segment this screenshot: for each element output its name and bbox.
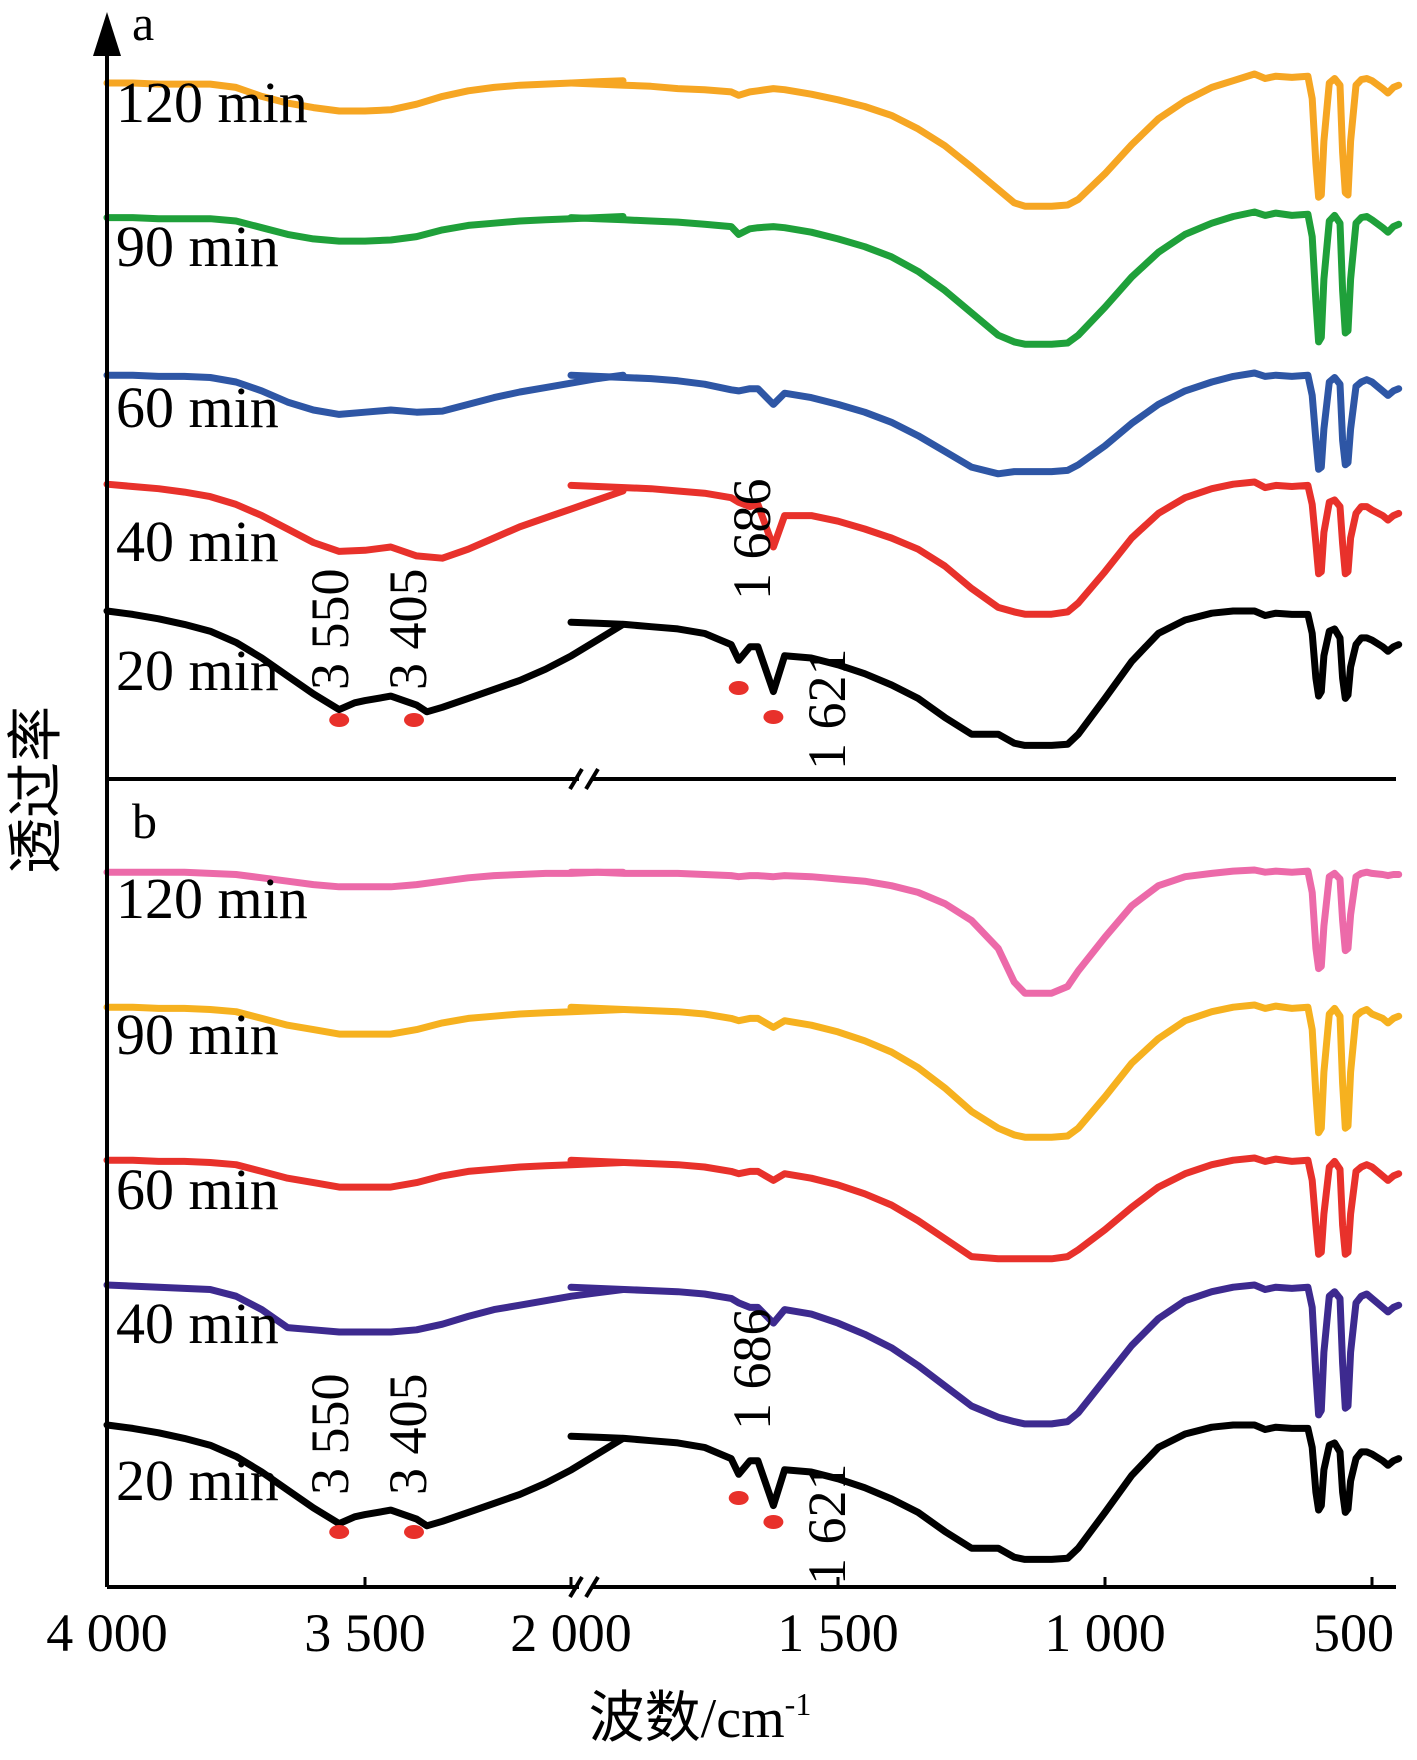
peak-label: 3 405 [378, 569, 438, 691]
series-label: 60 min [116, 1157, 279, 1222]
peak-marker [404, 1525, 424, 1539]
axis-break-mark [568, 767, 584, 791]
series-label: 120 min [116, 866, 308, 931]
panel-letter: b [132, 793, 157, 849]
axis-break-mark [584, 767, 600, 791]
trace-a-40-min-seg1 [103, 480, 627, 562]
y-axis-title: 透过率 [6, 706, 68, 874]
trace-a-40-min-seg2 [567, 478, 1403, 618]
peak-label: 3 550 [300, 569, 360, 691]
trace-a-20-min-seg1 [103, 607, 627, 716]
x-tick-label: 2 000 [510, 1603, 632, 1663]
trace-b-60-min-seg2 [567, 1154, 1403, 1263]
series-label: 20 min [116, 638, 279, 703]
trace-b-90-min-seg1 [103, 1003, 627, 1038]
peak-label: 3 405 [378, 1374, 438, 1496]
series-label: 60 min [116, 375, 279, 440]
chart-text: 120 min 90 min 60 min 40 min 20 min a 3 550 3 4… [116, 0, 857, 1585]
series-label: 20 min [116, 1448, 279, 1513]
peak-label: 1 686 [722, 1309, 782, 1431]
trace-a-120-min-seg1 [103, 77, 627, 115]
trace-a-60-min-seg1 [103, 371, 627, 418]
peak-marker [329, 1525, 350, 1539]
trace-b-60-min-seg1 [103, 1156, 627, 1191]
x-axis-title-superscript: -1 [785, 1686, 812, 1722]
trace-a-20-min-seg2 [567, 607, 1403, 749]
trace-b-120-min-seg1 [103, 868, 627, 891]
peak-marker [728, 681, 749, 695]
peak-marker [763, 710, 784, 724]
peak-label: 1 686 [722, 479, 782, 601]
peak-marker [329, 713, 350, 727]
series-label: 120 min [116, 70, 308, 135]
peak-label: 1 621 [797, 1464, 857, 1586]
trace-a-60-min-seg2 [567, 369, 1403, 478]
series-label: 90 min [116, 214, 279, 279]
x-axis-title: 波数/cm-1 [589, 1686, 812, 1750]
peak-label: 1 621 [797, 649, 857, 771]
x-axis-title-text: 波数/cm [589, 1688, 785, 1750]
x-tick-label: 500 [1313, 1603, 1394, 1663]
series-label: 90 min [116, 1002, 279, 1067]
x-tick-label: 4 000 [46, 1603, 168, 1663]
x-tick-label: 1 500 [777, 1603, 899, 1663]
series-label: 40 min [116, 509, 279, 574]
x-tick-label: 1 000 [1044, 1603, 1166, 1663]
peak-markers [329, 681, 784, 1539]
x-tick-label: 3 500 [304, 1603, 426, 1663]
series-label: 40 min [116, 1291, 279, 1356]
trace-a-90-min-seg1 [103, 213, 627, 245]
trace-b-20-min-seg2 [567, 1421, 1403, 1563]
trace-b-40-min-seg1 [103, 1281, 627, 1336]
peak-marker [763, 1515, 784, 1529]
trace-b-20-min-seg1 [103, 1421, 627, 1530]
trace-a-90-min-seg2 [567, 208, 1403, 348]
axis-break-mark [568, 1575, 584, 1599]
peak-marker [404, 713, 424, 727]
trace-b-120-min-seg2 [567, 866, 1403, 997]
peak-label: 3 550 [300, 1374, 360, 1496]
trace-b-90-min-seg2 [567, 1001, 1403, 1141]
y-axis-arrow [93, 12, 121, 56]
panel-letter: a [132, 0, 154, 51]
peak-marker [728, 1491, 749, 1505]
axis-break-mark [584, 1575, 600, 1599]
trace-a-120-min-seg2 [567, 70, 1403, 210]
trace-b-40-min-seg2 [567, 1281, 1403, 1428]
chart-axes: 4 000 3 500 2 000 1 500 1 000 500 波数/cm-1 透过率 [6, 12, 1396, 1750]
spectra-traces [103, 70, 1403, 1563]
